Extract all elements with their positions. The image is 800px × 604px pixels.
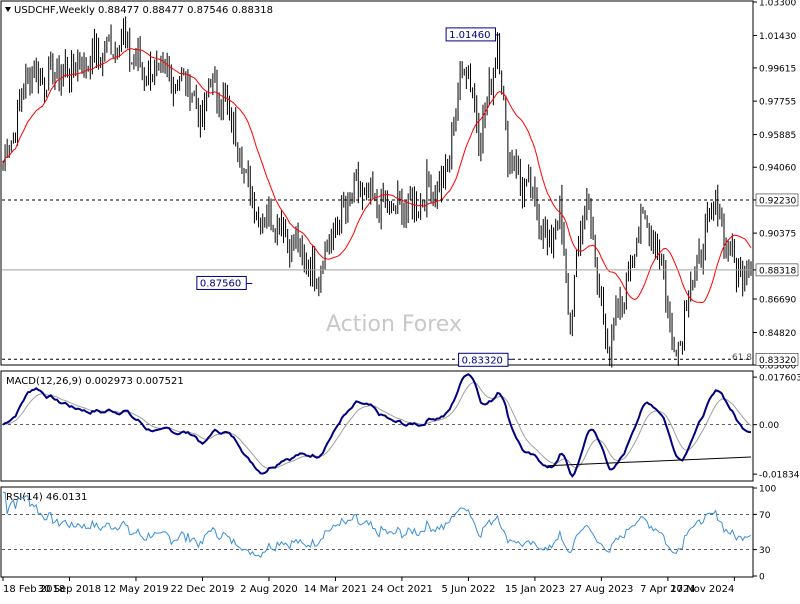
dropdown-triangle-icon[interactable] [5,7,11,12]
price-tick-label: 0.94060 [759,164,796,174]
macd-support-trendline [547,456,752,467]
price-tick-label: 0.88318 [759,266,796,276]
price-panel-frame [0,0,754,366]
macd-tick-label: 0.00 [759,421,779,431]
macd-line [2,373,752,478]
rsi-panel-frame [0,486,754,578]
price-tick-label: 0.97755 [759,98,796,108]
x-tick-label: 22 Dec 2019 [171,584,235,595]
x-tick-label: 14 Mar 2021 [304,584,367,595]
price-tick-label: 1.03300 [759,0,796,9]
rsi-layer [2,491,752,559]
macd-tick-label: 0.017603 [759,374,800,384]
macd-layer [2,373,752,478]
moving-average-line [2,48,752,303]
x-tick-label: 17 Nov 2024 [670,584,734,595]
symbol-label: USDCHF,Weekly [14,5,95,16]
price-tick-label: 0.86690 [759,296,796,306]
price-tick-label: 0.99615 [759,64,796,74]
fib-label: 61.8 [732,353,752,363]
rsi-label: RSI(14) 46.0131 [6,492,87,503]
x-tick-label: 12 May 2019 [103,584,168,595]
price-tick-label: 0.92230 [759,196,796,206]
price-tick-highlight [755,353,799,366]
x-tick-label: 5 Jun 2022 [442,584,496,595]
rsi-tick-label: 0 [759,573,765,583]
watermark: Action Forex [326,312,462,337]
rsi-tick-label: 100 [759,485,776,495]
price-tick-label: 0.90375 [759,230,796,240]
macd-signal-line [2,382,752,469]
rsi-tick-label: 70 [759,511,771,521]
macd-tick-label: -0.01834 [759,471,800,481]
price-annotation-label: 0.87560 [200,278,241,289]
macd-panel-frame [0,370,754,482]
price-tick-label: 0.83320 [759,356,796,366]
x-tick-label: 24 Oct 2021 [371,584,433,595]
price-tick-label: 0.95885 [759,131,796,141]
rsi-tick-label: 30 [759,546,771,556]
macd-label: MACD(12,26,9) 0.002973 0.007521 [6,376,184,387]
x-tick-label: 18 Feb 2018 [3,584,65,595]
x-tick-label: 7 Apr 2024 [640,584,695,595]
price-tick-highlight [755,193,799,207]
price-tick-label: 0.84820 [759,329,796,339]
price-annotation-label: 0.83320 [462,355,503,366]
x-tick-label: 2 Aug 2020 [240,584,298,595]
price-annotation-label: 1.01460 [449,30,490,41]
price-layer: 1.01460 0.87560 0.83320 [2,16,752,368]
rsi-line [3,491,752,559]
ohlc-values: 0.88477 0.88477 0.87546 0.88318 [98,5,273,16]
price-tick-label: 0.83000 [759,362,796,372]
x-tick-label: 15 Jan 2023 [505,584,565,595]
x-tick-label: 27 Aug 2023 [569,584,633,595]
x-tick-label: 30 Sep 2018 [38,584,101,595]
price-tick-label: 1.01430 [759,32,796,42]
price-tick-highlight [755,263,799,277]
